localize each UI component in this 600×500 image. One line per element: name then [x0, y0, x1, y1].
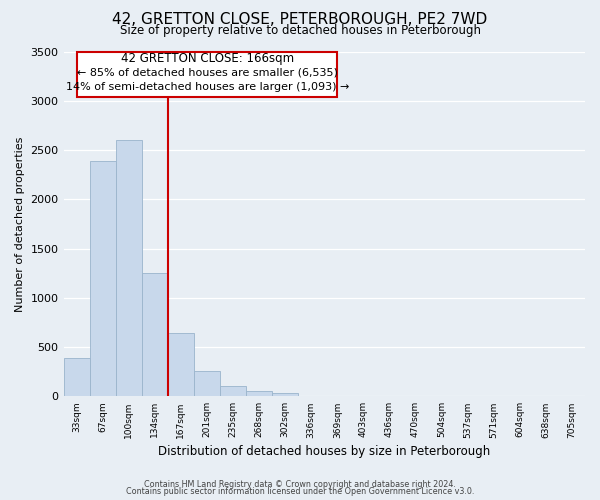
Bar	[246, 392, 272, 396]
FancyBboxPatch shape	[77, 52, 337, 97]
Bar	[220, 386, 246, 396]
Text: 42 GRETTON CLOSE: 166sqm: 42 GRETTON CLOSE: 166sqm	[121, 52, 294, 65]
X-axis label: Distribution of detached houses by size in Peterborough: Distribution of detached houses by size …	[158, 444, 490, 458]
Text: Contains public sector information licensed under the Open Government Licence v3: Contains public sector information licen…	[126, 488, 474, 496]
Bar	[194, 370, 220, 396]
Y-axis label: Number of detached properties: Number of detached properties	[15, 136, 25, 312]
Text: 42, GRETTON CLOSE, PETERBOROUGH, PE2 7WD: 42, GRETTON CLOSE, PETERBOROUGH, PE2 7WD	[112, 12, 488, 28]
Bar	[142, 273, 168, 396]
Bar	[89, 161, 116, 396]
Bar	[168, 334, 194, 396]
Bar	[272, 394, 298, 396]
Text: Size of property relative to detached houses in Peterborough: Size of property relative to detached ho…	[119, 24, 481, 37]
Bar	[64, 358, 89, 397]
Bar	[116, 140, 142, 396]
Text: 14% of semi-detached houses are larger (1,093) →: 14% of semi-detached houses are larger (…	[65, 82, 349, 92]
Text: Contains HM Land Registry data © Crown copyright and database right 2024.: Contains HM Land Registry data © Crown c…	[144, 480, 456, 489]
Text: ← 85% of detached houses are smaller (6,535): ← 85% of detached houses are smaller (6,…	[77, 68, 338, 78]
